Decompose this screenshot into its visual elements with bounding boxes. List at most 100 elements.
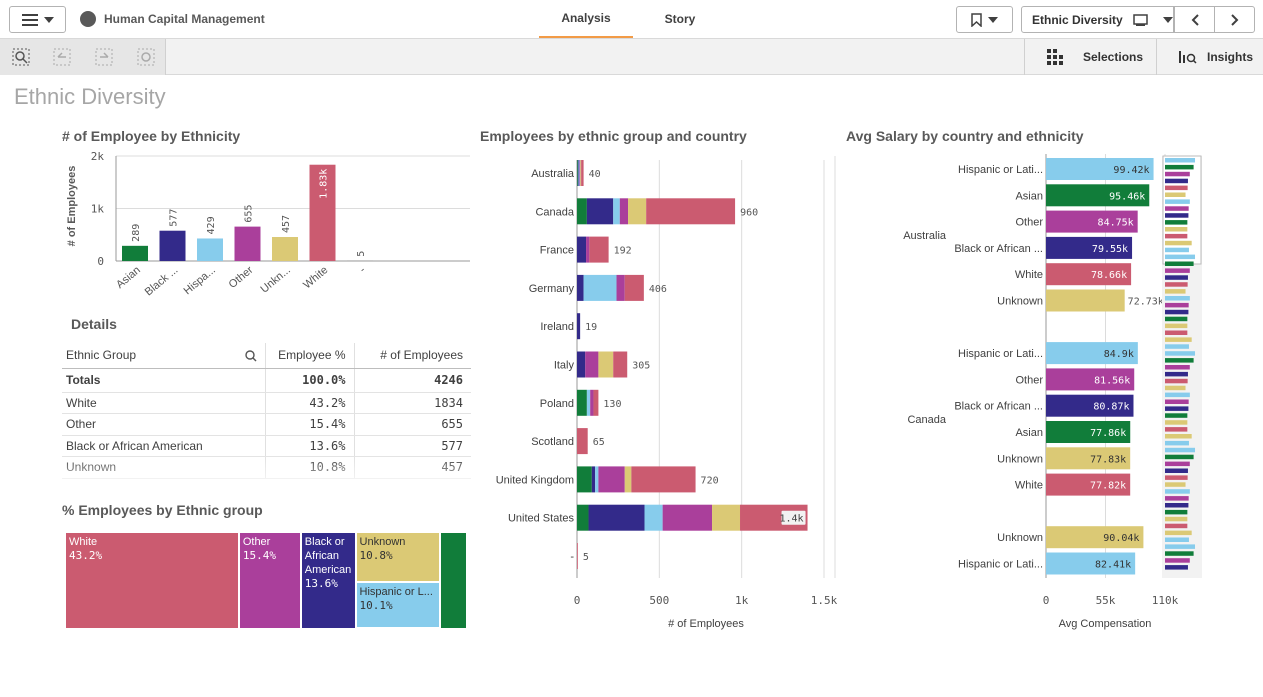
bar[interactable] <box>1046 526 1144 549</box>
table-row[interactable]: Unknown 10.8% 457 <box>62 456 471 479</box>
bar-segment[interactable] <box>593 389 599 416</box>
selections-button[interactable]: Selections <box>1024 39 1156 75</box>
bar-segment[interactable] <box>577 504 589 531</box>
smart-search-icon[interactable] <box>12 48 30 66</box>
employees-treemap[interactable]: White 43.2% Other 15.4% Black or African Ame… <box>66 533 468 629</box>
bar-segment[interactable] <box>598 466 625 493</box>
bar-segment[interactable] <box>616 274 625 301</box>
bar-segment[interactable] <box>577 274 584 301</box>
treemap-cell[interactable]: White 43.2% <box>66 533 239 628</box>
insights-button[interactable]: Insights <box>1156 39 1263 75</box>
previous-sheet-button[interactable] <box>1174 6 1215 33</box>
treemap-cell[interactable]: Unknown 10.8% <box>356 533 440 582</box>
bar-segment[interactable] <box>613 198 620 225</box>
table-row[interactable]: Black or African American 13.6% 577 <box>62 435 471 457</box>
bar[interactable] <box>1046 210 1138 233</box>
bar-segment[interactable] <box>577 389 587 416</box>
search-icon[interactable] <box>244 350 257 362</box>
bar-segment[interactable] <box>588 504 645 531</box>
bar[interactable] <box>1046 342 1138 365</box>
bar-value-label: 577 <box>169 209 180 227</box>
bar-segment[interactable] <box>624 274 644 301</box>
bar-segment[interactable] <box>586 198 614 225</box>
column-header-employee-count[interactable]: # of Employees <box>354 343 471 369</box>
bar-segment[interactable] <box>577 428 588 455</box>
bar-segment[interactable] <box>589 236 609 263</box>
treemap-cell[interactable] <box>440 533 467 628</box>
avg-salary-chart[interactable]: Hispanic or Lati... 99.42k Asian 95.46k Othe… <box>846 148 1206 638</box>
bar[interactable] <box>197 238 223 261</box>
table-row[interactable]: Other 15.4% 655 <box>62 413 471 436</box>
bar-segment[interactable] <box>624 466 632 493</box>
bar-segment[interactable] <box>577 313 581 340</box>
bar-segment[interactable] <box>619 198 629 225</box>
mini-chart-bar <box>1165 351 1196 356</box>
bar-segment[interactable] <box>646 198 736 225</box>
bar[interactable] <box>1046 236 1133 259</box>
bar-segment[interactable] <box>595 466 599 493</box>
bar-segment[interactable] <box>644 504 663 531</box>
employees-by-group-country-chart[interactable]: Australia 40 Canada 960 France 192 Germany 406 I… <box>478 148 840 638</box>
bar-segment[interactable] <box>613 351 628 378</box>
table-row[interactable]: White 43.2% 1834 <box>62 392 471 414</box>
mini-chart-bar <box>1165 447 1196 453</box>
step-back-icon[interactable] <box>53 48 71 66</box>
bar-segment[interactable] <box>580 160 582 186</box>
mini-chart-bar <box>1165 227 1188 232</box>
bar-segment[interactable] <box>577 543 578 569</box>
totals-pct: 100.0% <box>265 368 355 393</box>
bar[interactable] <box>1046 394 1134 417</box>
bar-segment[interactable] <box>577 236 587 263</box>
clear-selections-icon[interactable] <box>137 48 155 66</box>
bar-segment[interactable] <box>631 466 696 493</box>
next-sheet-button[interactable] <box>1214 6 1255 33</box>
bar[interactable] <box>309 164 336 261</box>
bar[interactable] <box>272 237 298 261</box>
column-header-ethnic-group[interactable]: Ethnic Group <box>62 343 266 369</box>
bar[interactable] <box>1046 263 1132 286</box>
bar-segment[interactable] <box>581 160 584 186</box>
bar-segment[interactable] <box>585 351 599 378</box>
bar[interactable] <box>1046 289 1125 312</box>
tab-story[interactable]: Story <box>664 12 696 26</box>
bar-segment[interactable] <box>577 198 587 225</box>
mini-chart-bar <box>1165 440 1189 446</box>
bar-segment[interactable] <box>590 389 594 416</box>
treemap-cell[interactable]: Hispanic or L... 10.1% <box>356 582 440 628</box>
bar-segment[interactable] <box>583 274 617 301</box>
bar[interactable] <box>1046 158 1154 180</box>
treemap-cell[interactable]: Black or African American 13.6% <box>301 533 356 628</box>
bar[interactable] <box>1046 473 1131 496</box>
bar-segment[interactable] <box>579 160 581 186</box>
treemap-cell[interactable]: Other 15.4% <box>239 533 301 628</box>
bar-segment[interactable] <box>577 351 586 378</box>
bar[interactable] <box>1046 552 1136 575</box>
step-forward-icon[interactable] <box>95 48 113 66</box>
bar-segment[interactable] <box>577 160 579 186</box>
employee-by-ethnicity-chart[interactable]: 0 1k 2k 289 577 429 655 457 1.83k 5 Asian Black .… <box>60 150 475 300</box>
y-tick-label: United Kingdom <box>496 474 574 486</box>
bar[interactable] <box>122 245 148 261</box>
bar-segment[interactable] <box>591 466 596 493</box>
bar[interactable] <box>1046 184 1150 207</box>
bar-total-label: 192 <box>614 246 632 257</box>
bar-segment[interactable] <box>586 389 591 416</box>
bar[interactable] <box>234 226 261 261</box>
column-header-employee-pct[interactable]: Employee % <box>265 343 355 369</box>
bar-segment[interactable] <box>586 236 590 263</box>
bar[interactable] <box>1046 368 1135 391</box>
bar-segment[interactable] <box>628 198 647 225</box>
bar-segment[interactable] <box>578 160 580 186</box>
bar-segment[interactable] <box>662 504 713 531</box>
bar-segment[interactable] <box>577 466 592 493</box>
bar[interactable] <box>1046 421 1131 443</box>
sheet-selector-button[interactable]: Ethnic Diversity <box>1021 6 1174 33</box>
global-menu-button[interactable] <box>9 6 66 33</box>
bar[interactable] <box>159 230 186 261</box>
bar[interactable] <box>1046 447 1131 470</box>
bookmark-button[interactable] <box>956 6 1013 33</box>
bar-segment[interactable] <box>598 351 614 378</box>
tab-analysis[interactable]: Analysis <box>539 0 633 38</box>
bar-segment[interactable] <box>577 160 578 186</box>
bar-segment[interactable] <box>712 504 741 531</box>
